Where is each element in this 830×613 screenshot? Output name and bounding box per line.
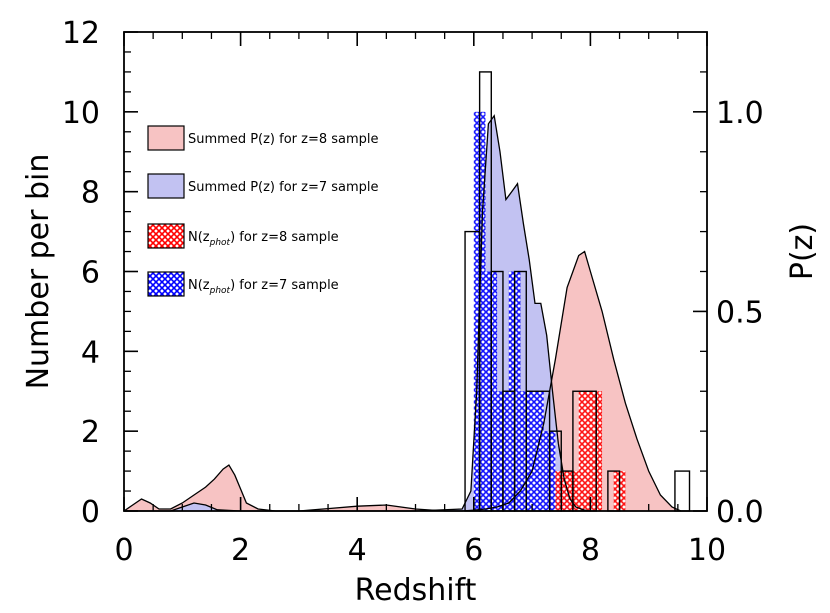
y2-tick-label: 0.0 <box>716 495 764 530</box>
legend-swatch-1 <box>147 173 185 199</box>
y-tick-label: 12 <box>62 16 100 51</box>
hist-bar-z7-5 <box>532 391 544 511</box>
legend-swatch-3 <box>147 271 185 297</box>
y2-axis-label: P(z) <box>785 223 820 280</box>
y-tick-label: 8 <box>81 176 100 211</box>
y-tick-label: 0 <box>81 495 100 530</box>
pz-line-layer <box>123 114 682 512</box>
legend-label-3: N(zphot) for z=7 sample <box>188 278 339 296</box>
legend-label-1: Summed P(z) for z=7 sample <box>188 180 379 195</box>
y-tick-label: 10 <box>62 96 100 131</box>
x-tick-label: 6 <box>464 533 483 568</box>
y-axis-label: Number per bin <box>21 154 56 390</box>
x-tick-label: 4 <box>348 533 367 568</box>
x-axis-label: Redshift <box>355 573 477 608</box>
legend-swatch-0 <box>147 125 185 151</box>
legend-label-0: Summed P(z) for z=8 sample <box>188 132 379 147</box>
y-tick-label: 6 <box>81 256 100 291</box>
hist-bar-z8-1 <box>578 391 603 511</box>
legend: Summed P(z) for z=8 sample Summed P(z) fo… <box>147 125 379 297</box>
y-tick-label: 2 <box>81 415 100 450</box>
pz-line-z7 <box>124 114 591 512</box>
legend-swatch-2 <box>147 223 185 249</box>
legend-label-2: N(zphot) for z=8 sample <box>188 230 339 248</box>
x-tick-label: 2 <box>231 533 250 568</box>
x-tick-label: 10 <box>688 533 726 568</box>
x-tick-label: 8 <box>581 533 600 568</box>
hist-outline-bar-10 <box>674 470 691 512</box>
y-tick-label: 4 <box>81 335 100 370</box>
axes-layer: 0 2 4 6 8 10 0 2 4 6 8 10 12 0.0 0.5 1.0 Redshift Number … <box>21 16 820 608</box>
x-tick-label: 0 <box>114 533 133 568</box>
y2-tick-label: 0.5 <box>716 295 764 330</box>
y2-tick-label: 1.0 <box>716 96 764 131</box>
